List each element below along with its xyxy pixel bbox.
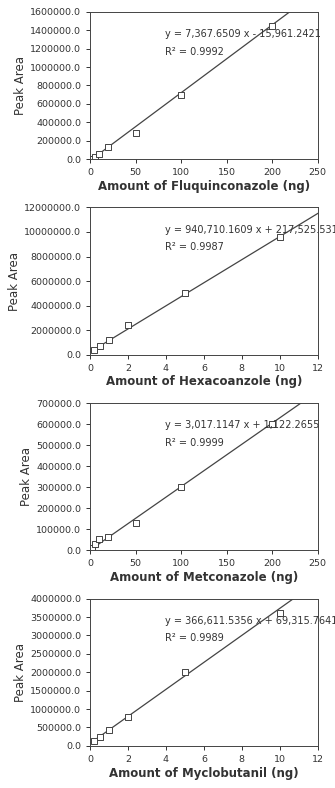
X-axis label: Amount of Myclobutanil (ng): Amount of Myclobutanil (ng)	[109, 767, 299, 779]
Text: y = 940,710.1609 x + 217,525.5318: y = 940,710.1609 x + 217,525.5318	[165, 225, 335, 235]
Point	[133, 127, 138, 139]
Point	[92, 538, 97, 551]
Point	[269, 418, 275, 430]
X-axis label: Amount of Hexacoanzole (ng): Amount of Hexacoanzole (ng)	[106, 375, 302, 388]
Point	[107, 333, 112, 346]
Y-axis label: Peak Area: Peak Area	[8, 251, 21, 310]
Point	[182, 287, 188, 299]
Point	[97, 730, 102, 743]
Text: R² = 0.9989: R² = 0.9989	[165, 634, 224, 644]
Point	[133, 517, 138, 530]
Text: R² = 0.9987: R² = 0.9987	[165, 242, 224, 252]
Point	[89, 153, 95, 165]
Point	[269, 20, 275, 32]
Text: R² = 0.9992: R² = 0.9992	[165, 46, 224, 57]
Y-axis label: Peak Area: Peak Area	[14, 643, 27, 702]
X-axis label: Amount of Fluquinconazole (ng): Amount of Fluquinconazole (ng)	[98, 180, 310, 193]
Point	[179, 481, 184, 493]
Point	[92, 151, 97, 163]
Point	[97, 340, 102, 352]
Point	[277, 231, 282, 243]
Point	[125, 319, 131, 332]
Point	[179, 88, 184, 101]
Point	[91, 344, 96, 356]
Point	[277, 607, 282, 619]
Point	[96, 147, 102, 160]
Point	[107, 723, 112, 736]
Point	[125, 711, 131, 723]
Y-axis label: Peak Area: Peak Area	[20, 447, 33, 506]
Point	[89, 542, 95, 555]
X-axis label: Amount of Metconazole (ng): Amount of Metconazole (ng)	[110, 571, 298, 584]
Point	[96, 533, 102, 545]
Text: y = 366,611.5356 x + 69,315.7641: y = 366,611.5356 x + 69,315.7641	[165, 615, 335, 626]
Point	[106, 531, 111, 544]
Text: y = 3,017.1147 x + 1,122.2655: y = 3,017.1147 x + 1,122.2655	[165, 420, 320, 430]
Point	[91, 734, 96, 747]
Point	[106, 141, 111, 154]
Text: y = 7,367.6509 x - 15,961.2421: y = 7,367.6509 x - 15,961.2421	[165, 29, 321, 39]
Text: R² = 0.9999: R² = 0.9999	[165, 438, 224, 448]
Point	[182, 666, 188, 678]
Y-axis label: Peak Area: Peak Area	[14, 56, 27, 115]
